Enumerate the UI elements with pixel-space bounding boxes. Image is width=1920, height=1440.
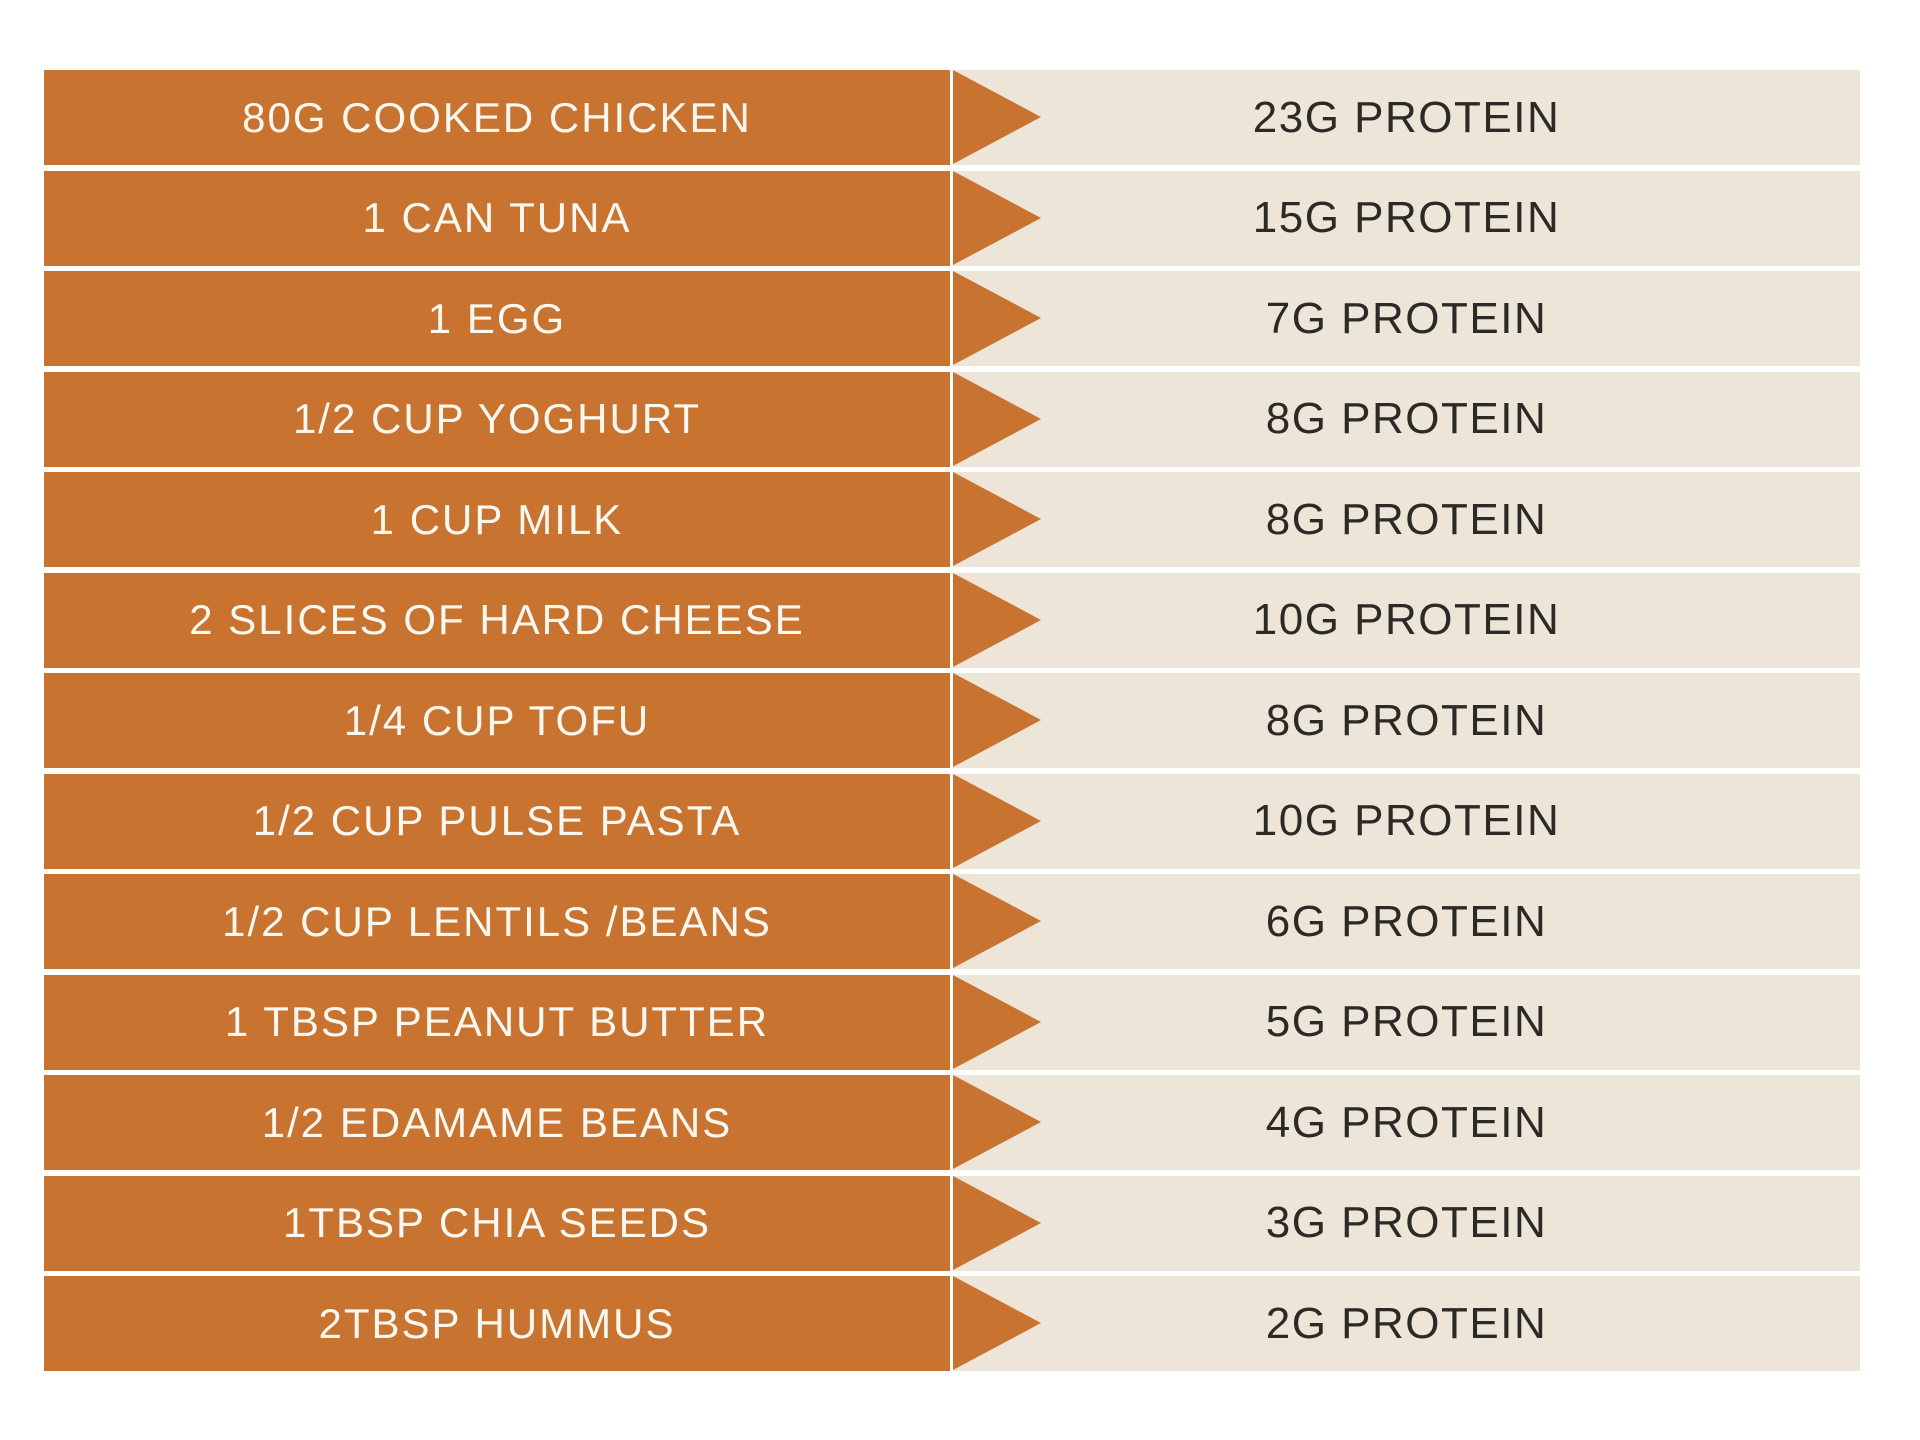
protein-cell: 3G PROTEIN [953, 1175, 1860, 1271]
table-row: 1 CUP MILK 8G PROTEIN [44, 472, 1860, 567]
food-label: 80G COOKED CHICKEN [242, 93, 752, 141]
protein-label: 8G PROTEIN [1265, 394, 1548, 443]
protein-label: 23G PROTEIN [1252, 92, 1561, 142]
table-row: 2TBSP HUMMUS 2G PROTEIN [44, 1276, 1860, 1371]
table-row: 1/4 CUP TOFU 8G PROTEIN [44, 673, 1860, 768]
table-row: 1/2 EDAMAME BEANS 4G PROTEIN [44, 1075, 1860, 1170]
food-cell: 1 CAN TUNA [44, 170, 950, 266]
food-cell: 1/2 CUP PULSE PASTA [44, 773, 950, 869]
right-arrow-icon [953, 673, 1041, 767]
food-cell: 2 SLICES OF HARD CHEESE [44, 572, 950, 668]
right-arrow-icon [953, 170, 1041, 265]
food-label: 1/2 CUP YOGHURT [292, 395, 702, 442]
protein-cell: 10G PROTEIN [953, 773, 1860, 869]
protein-label: 8G PROTEIN [1265, 494, 1548, 544]
food-label: 1 CUP MILK [370, 495, 624, 543]
protein-cell: 6G PROTEIN [953, 874, 1860, 969]
food-label: 1 CAN TUNA [362, 194, 632, 241]
right-arrow-icon [953, 1075, 1041, 1169]
table-row: 1TBSP CHIA SEEDS 3G PROTEIN [44, 1175, 1860, 1271]
food-cell: 80G COOKED CHICKEN [44, 70, 950, 165]
protein-label: 5G PROTEIN [1265, 997, 1548, 1046]
protein-table: 80G COOKED CHICKEN 23G PROTEIN 1 CAN TUN… [44, 70, 1860, 1371]
food-label: 1TBSP CHIA SEEDS [282, 1199, 712, 1246]
protein-cell: 10G PROTEIN [953, 572, 1860, 668]
food-cell: 1/4 CUP TOFU [44, 673, 950, 768]
food-label: 2TBSP HUMMUS [318, 1299, 676, 1347]
table-row: 2 SLICES OF HARD CHEESE 10G PROTEIN [44, 572, 1860, 668]
right-arrow-icon [953, 1276, 1041, 1370]
food-cell: 1TBSP CHIA SEEDS [44, 1175, 950, 1271]
food-label: 1/2 CUP LENTILS /BEANS [222, 897, 772, 945]
protein-label: 2G PROTEIN [1265, 1298, 1548, 1348]
right-arrow-icon [953, 271, 1041, 365]
food-label: 2 SLICES OF HARD CHEESE [189, 596, 805, 643]
protein-cell: 15G PROTEIN [953, 170, 1860, 266]
food-label: 1/2 CUP PULSE PASTA [252, 797, 742, 844]
protein-label: 4G PROTEIN [1265, 1097, 1548, 1147]
table-row: 1 CAN TUNA 15G PROTEIN [44, 170, 1860, 266]
protein-cell: 23G PROTEIN [953, 70, 1860, 165]
right-arrow-icon [953, 773, 1041, 868]
food-cell: 1 CUP MILK [44, 472, 950, 567]
right-arrow-icon [953, 70, 1041, 164]
right-arrow-icon [953, 572, 1041, 667]
protein-label: 7G PROTEIN [1265, 293, 1548, 343]
right-arrow-icon [953, 1175, 1041, 1270]
right-arrow-icon [953, 874, 1041, 968]
food-cell: 1/2 EDAMAME BEANS [44, 1075, 950, 1170]
protein-label: 15G PROTEIN [1252, 193, 1561, 242]
protein-label: 10G PROTEIN [1252, 796, 1561, 845]
protein-label: 10G PROTEIN [1252, 595, 1561, 644]
food-label: 1 TBSP PEANUT BUTTER [224, 998, 770, 1045]
food-label: 1/2 EDAMAME BEANS [261, 1098, 733, 1146]
protein-cell: 8G PROTEIN [953, 472, 1860, 567]
table-row: 1/2 CUP PULSE PASTA 10G PROTEIN [44, 773, 1860, 869]
food-cell: 1/2 CUP LENTILS /BEANS [44, 874, 950, 969]
food-cell: 1 TBSP PEANUT BUTTER [44, 974, 950, 1070]
food-cell: 1/2 CUP YOGHURT [44, 371, 950, 467]
right-arrow-icon [953, 974, 1041, 1069]
food-label: 1/4 CUP TOFU [343, 696, 651, 744]
table-row: 1 EGG 7G PROTEIN [44, 271, 1860, 366]
protein-label: 3G PROTEIN [1265, 1198, 1548, 1247]
table-row: 1/2 CUP LENTILS /BEANS 6G PROTEIN [44, 874, 1860, 969]
protein-cell: 5G PROTEIN [953, 974, 1860, 1070]
protein-cell: 8G PROTEIN [953, 673, 1860, 768]
protein-label: 6G PROTEIN [1265, 896, 1548, 946]
food-label: 1 EGG [427, 294, 567, 342]
table-row: 80G COOKED CHICKEN 23G PROTEIN [44, 70, 1860, 165]
protein-cell: 7G PROTEIN [953, 271, 1860, 366]
table-row: 1 TBSP PEANUT BUTTER 5G PROTEIN [44, 974, 1860, 1070]
food-cell: 1 EGG [44, 271, 950, 366]
protein-label: 8G PROTEIN [1265, 695, 1548, 745]
table-row: 1/2 CUP YOGHURT 8G PROTEIN [44, 371, 1860, 467]
protein-cell: 2G PROTEIN [953, 1276, 1860, 1371]
right-arrow-icon [953, 371, 1041, 466]
protein-cell: 8G PROTEIN [953, 371, 1860, 467]
food-cell: 2TBSP HUMMUS [44, 1276, 950, 1371]
protein-cell: 4G PROTEIN [953, 1075, 1860, 1170]
right-arrow-icon [953, 472, 1041, 566]
